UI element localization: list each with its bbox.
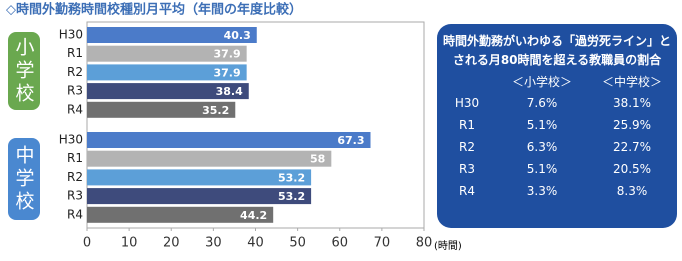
table-cell: 20.5% (612, 162, 652, 176)
x-tick-label: 80 (416, 236, 433, 251)
bar (87, 150, 332, 167)
value-label: 40.3 (224, 29, 251, 42)
bar (87, 101, 236, 118)
y-tick-label: R2 (67, 65, 83, 79)
x-tick-label: 40 (247, 236, 264, 251)
table-cell: 5.1% (526, 118, 558, 132)
x-axis-label: (時間) (434, 240, 462, 252)
x-tick-label: 10 (121, 236, 138, 251)
summary-table: 時間外勤務がいわゆる「過労死ライン」と される月80時間を超える教職員の割合 ＜… (437, 24, 677, 228)
table-cell: 7.6% (526, 96, 558, 110)
table-cell: R2 (459, 140, 475, 154)
table-cell: R3 (459, 162, 475, 176)
table-cell: 8.3% (616, 184, 648, 198)
table-row: R4 3.3% 8.3% (437, 180, 677, 202)
value-label: 58 (310, 153, 325, 166)
bar (87, 206, 274, 223)
group-label: 中学校 (8, 138, 40, 220)
y-tick-label: R1 (67, 46, 83, 60)
table-cell: R4 (459, 184, 475, 198)
value-label: 67.3 (337, 134, 364, 147)
x-tick-label: 20 (163, 236, 180, 251)
value-label: 35.2 (202, 104, 229, 117)
y-tick-label: R1 (67, 151, 83, 165)
x-tick-label: 0 (83, 236, 91, 251)
table-cell: H30 (454, 96, 480, 110)
bar (87, 64, 247, 81)
x-tick-label: 50 (289, 236, 306, 251)
y-tick-label: R2 (67, 170, 83, 184)
table-cell: R1 (459, 118, 475, 132)
y-tick-label: H30 (59, 133, 83, 147)
y-tick-label: R3 (67, 189, 83, 203)
value-label: 37.9 (214, 66, 241, 79)
y-tick-label: R4 (67, 207, 83, 221)
value-label: 53.2 (278, 171, 305, 184)
table-header: ＜小学校＞ ＜中学校＞ (437, 70, 677, 92)
value-label: 53.2 (278, 190, 305, 203)
table-cell: 25.9% (612, 118, 652, 132)
bar (87, 132, 371, 148)
header-cell: ＜中学校＞ (601, 74, 662, 89)
group-label: 小学校 (8, 32, 40, 110)
table-cell: 3.3% (526, 184, 558, 198)
table-row: R1 5.1% 25.9% (437, 114, 677, 136)
bar (87, 83, 249, 100)
value-label: 44.2 (240, 209, 267, 222)
bar (87, 169, 312, 186)
header-cell: ＜小学校＞ (511, 74, 572, 89)
table-row: H30 7.6% 38.1% (437, 92, 677, 114)
table-title: 時間外勤務がいわゆる「過労死ライン」と (442, 34, 671, 48)
table-cell: 5.1% (526, 162, 558, 176)
x-tick-label: 60 (331, 236, 348, 251)
value-label: 38.4 (216, 85, 243, 98)
bar (87, 45, 247, 62)
bar (87, 27, 257, 43)
y-tick-label: R4 (67, 102, 83, 116)
table-title: される月80時間を超える教職員の割合 (452, 53, 662, 67)
bar (87, 188, 312, 205)
table-cell: 22.7% (612, 140, 652, 154)
chart-title: ◇時間外勤務時間校種別月平均（年間の年度比較） (6, 2, 302, 18)
value-label: 37.9 (214, 48, 241, 61)
table-cell: 6.3% (526, 140, 558, 154)
y-tick-label: R3 (67, 84, 83, 98)
y-tick-label: H30 (59, 28, 83, 42)
x-tick-label: 30 (205, 236, 222, 251)
table-cell: 38.1% (612, 96, 652, 110)
table-row: R2 6.3% 22.7% (437, 136, 677, 158)
x-tick-label: 70 (374, 236, 391, 251)
table-row: R3 5.1% 20.5% (437, 158, 677, 180)
